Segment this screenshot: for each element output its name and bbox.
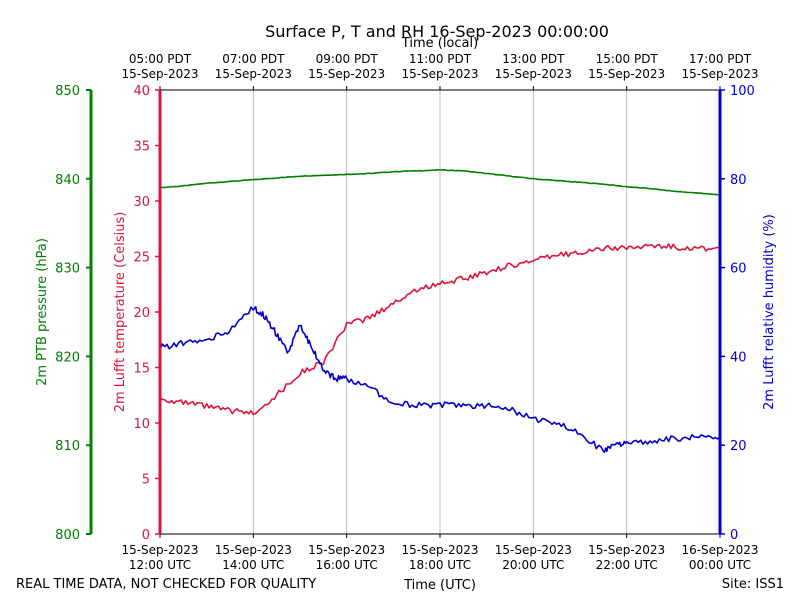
top-tick-label-date: 15-Sep-2023 — [401, 67, 478, 81]
axes — [86, 86, 725, 538]
top-tick-label-date: 15-Sep-2023 — [681, 67, 758, 81]
series-layer — [159, 168, 721, 454]
x-tick-label-date: 15-Sep-2023 — [215, 543, 292, 557]
humidity-tick-label: 20 — [730, 439, 747, 454]
x-tick-label-date: 15-Sep-2023 — [308, 543, 385, 557]
temperature-tick-label: 35 — [133, 140, 150, 155]
top-tick-label-date: 15-Sep-2023 — [495, 67, 572, 81]
top-tick-label-time: 09:00 PDT — [316, 52, 379, 66]
top-tick-label-date: 15-Sep-2023 — [308, 67, 385, 81]
x-tick-label-date: 15-Sep-2023 — [401, 543, 478, 557]
humidity-tick-label: 80 — [730, 173, 747, 188]
x-tick-label-date: 15-Sep-2023 — [588, 543, 665, 557]
x-tick-label-time: 12:00 UTC — [129, 558, 191, 572]
humidity-axis-label: 2m Lufft relative humidity (%) — [762, 214, 777, 410]
footer-site: Site: ISS1 — [722, 577, 784, 592]
footer-quality-note: REAL TIME DATA, NOT CHECKED FOR QUALITY — [16, 577, 316, 592]
top-tick-label-time: 15:00 PDT — [596, 52, 659, 66]
pressure-axis-label: 2m PTB pressure (hPa) — [35, 238, 50, 386]
top-tick-label-time: 05:00 PDT — [129, 52, 192, 66]
temperature-tick-label: 0 — [142, 528, 150, 543]
humidity-series-line — [159, 305, 721, 454]
temperature-series-line — [159, 243, 721, 416]
chart-title: Surface P, T and RH 16-Sep-2023 00:00:00 — [265, 22, 609, 41]
top-axis-label: Time (local) — [401, 36, 478, 51]
x-tick-label-date: 15-Sep-2023 — [121, 543, 198, 557]
pressure-tick-label: 820 — [55, 350, 80, 365]
temperature-axis-label: 2m Lufft temperature (Celsius) — [113, 212, 128, 413]
top-tick-label-date: 15-Sep-2023 — [215, 67, 292, 81]
humidity-tick-label: 0 — [730, 528, 738, 543]
humidity-tick-label: 40 — [730, 350, 747, 365]
x-tick-label-time: 16:00 UTC — [316, 558, 378, 572]
top-tick-label-time: 13:00 PDT — [502, 52, 565, 66]
grid-lines — [252, 90, 628, 534]
x-tick-label-time: 14:00 UTC — [222, 558, 284, 572]
pressure-tick-label: 810 — [55, 439, 80, 454]
top-tick-label-time: 07:00 PDT — [222, 52, 285, 66]
pressure-tick-label: 840 — [55, 173, 80, 188]
temperature-tick-label: 5 — [142, 473, 150, 488]
pressure-series-line — [159, 168, 721, 196]
temperature-tick-label: 15 — [133, 362, 150, 377]
pressure-tick-label: 850 — [55, 84, 80, 99]
humidity-tick-label: 100 — [730, 84, 755, 99]
pressure-tick-label: 830 — [55, 262, 80, 277]
top-tick-label-date: 15-Sep-2023 — [121, 67, 198, 81]
x-tick-label-time: 22:00 UTC — [596, 558, 658, 572]
x-tick-label-time: 18:00 UTC — [409, 558, 471, 572]
humidity-tick-label: 60 — [730, 262, 747, 277]
top-tick-label-date: 15-Sep-2023 — [588, 67, 665, 81]
temperature-tick-label: 25 — [133, 251, 150, 266]
temperature-tick-label: 30 — [133, 195, 150, 210]
x-tick-label-date: 15-Sep-2023 — [495, 543, 572, 557]
x-tick-label-time: 20:00 UTC — [502, 558, 564, 572]
temperature-tick-label: 40 — [133, 84, 150, 99]
x-tick-label-time: 00:00 UTC — [689, 558, 751, 572]
x-tick-label-date: 16-Sep-2023 — [681, 543, 758, 557]
temperature-tick-label: 10 — [133, 417, 150, 432]
top-tick-label-time: 11:00 PDT — [409, 52, 472, 66]
top-tick-label-time: 17:00 PDT — [689, 52, 752, 66]
x-axis-label: Time (UTC) — [403, 578, 476, 593]
temperature-tick-label: 20 — [133, 306, 150, 321]
pressure-tick-label: 800 — [55, 528, 80, 543]
